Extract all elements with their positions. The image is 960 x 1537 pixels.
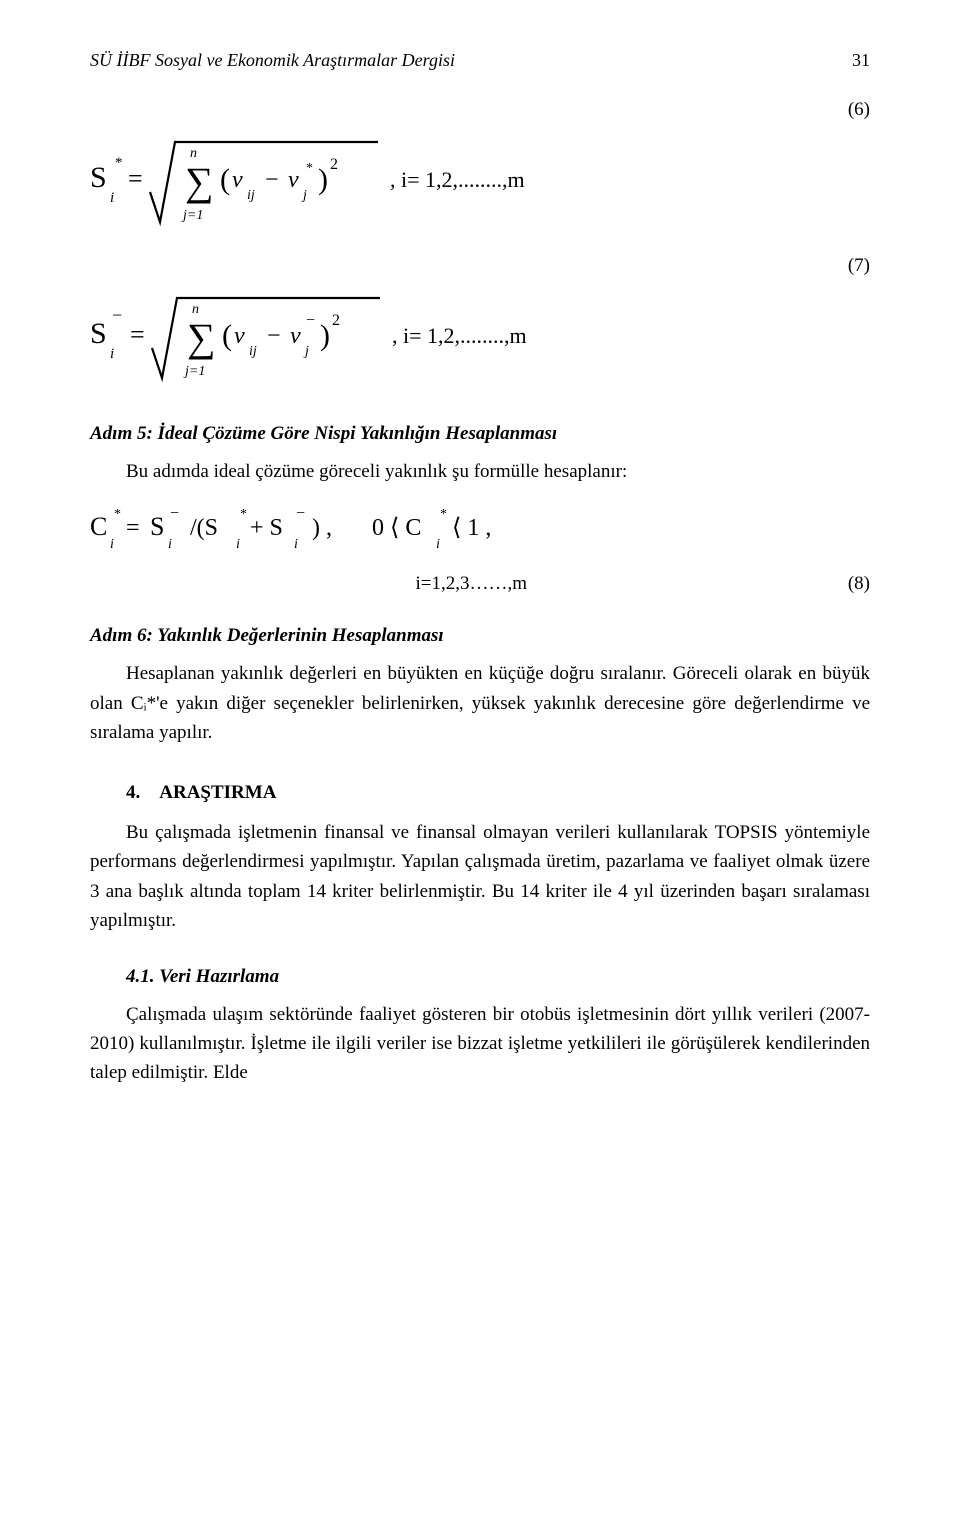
- svg-text:/(S: /(S: [190, 515, 218, 541]
- equation-8-number: (8): [848, 573, 870, 595]
- equation-7-number: (7): [90, 255, 870, 277]
- equation-6-formula: S * i = ∑ n j=1 ( v ij − v * j ) 2 , i= …: [90, 127, 870, 237]
- svg-text:2: 2: [330, 156, 338, 173]
- svg-text:j: j: [301, 188, 307, 203]
- svg-text:2: 2: [332, 312, 340, 329]
- page-number: 31: [852, 50, 870, 71]
- svg-text:v: v: [288, 167, 299, 193]
- svg-text:=: =: [128, 164, 143, 193]
- equation-8-row: . i=1,2,3……,m (8): [90, 573, 870, 595]
- equation-7-formula: S − i = ∑ n j=1 ( v ij − v − j ) 2 , i= …: [90, 283, 870, 393]
- svg-text:C: C: [90, 512, 107, 541]
- svg-text:−: −: [306, 312, 315, 329]
- equation-8-domain: i=1,2,3……,m: [95, 573, 848, 595]
- svg-text:v: v: [232, 167, 243, 193]
- svg-text:⟨ 1 ,: ⟨ 1 ,: [452, 515, 491, 541]
- svg-text:i: i: [436, 537, 440, 552]
- svg-text:*: *: [440, 507, 447, 522]
- svg-text:ij: ij: [247, 188, 255, 203]
- svg-text:ij: ij: [249, 344, 257, 359]
- svg-text:(: (: [220, 163, 230, 196]
- svg-text:−: −: [296, 505, 305, 522]
- svg-text:*: *: [240, 507, 247, 522]
- equation-8-formula: C * i = S − i /(S * i + S − i ) , 0 ⟨ C …: [90, 500, 870, 555]
- svg-text:*: *: [115, 155, 123, 171]
- svg-text:−: −: [112, 305, 122, 325]
- svg-text:i: i: [236, 537, 240, 552]
- section4-paragraph: Bu çalışmada işletmenin finansal ve fina…: [90, 818, 870, 936]
- svg-text:S: S: [90, 161, 107, 194]
- svg-text:=: =: [130, 320, 145, 349]
- step6-title: Adım 6: Yakınlık Değerlerinin Hesaplanma…: [90, 625, 870, 647]
- svg-text:j=1: j=1: [183, 364, 205, 379]
- svg-text:=: =: [126, 515, 140, 541]
- svg-text:∑: ∑: [187, 315, 216, 360]
- svg-text:n: n: [190, 146, 197, 161]
- svg-text:*: *: [114, 507, 121, 522]
- journal-title: SÜ İİBF Sosyal ve Ekonomik Araştırmalar …: [90, 50, 455, 71]
- svg-text:v: v: [234, 323, 245, 349]
- svg-text:−: −: [265, 167, 279, 193]
- svg-text:−: −: [267, 323, 281, 349]
- step5-title: Adım 5: İdeal Çözüme Göre Nispi Yakınlığ…: [90, 423, 870, 445]
- section41-title: 4.1. Veri Hazırlama: [90, 966, 870, 988]
- svg-text:+ S: + S: [250, 515, 283, 541]
- svg-text:∑: ∑: [185, 159, 214, 204]
- equation-6-number: (6): [90, 99, 870, 121]
- section41-paragraph: Çalışmada ulaşım sektöründe faaliyet gös…: [90, 1000, 870, 1088]
- svg-text:i: i: [168, 537, 172, 552]
- step6-paragraph: Hesaplanan yakınlık değerleri en büyükte…: [90, 659, 870, 747]
- svg-text:v: v: [290, 323, 301, 349]
- svg-text:i: i: [110, 346, 114, 362]
- svg-text:i: i: [110, 190, 114, 206]
- svg-text:j: j: [303, 344, 309, 359]
- svg-text:S: S: [90, 317, 107, 350]
- step5-paragraph: Bu adımda ideal çözüme göreceli yakınlık…: [90, 457, 870, 486]
- svg-text:, i= 1,2,........,m: , i= 1,2,........,m: [390, 167, 525, 192]
- svg-text:) ,: ) ,: [312, 515, 332, 541]
- section4-title: 4. ARAŞTIRMA: [90, 782, 870, 804]
- svg-text:n: n: [192, 302, 199, 317]
- svg-text:0 ⟨ C: 0 ⟨ C: [372, 515, 421, 541]
- svg-text:i: i: [110, 537, 114, 552]
- svg-text:j=1: j=1: [181, 208, 203, 223]
- svg-text:, i= 1,2,........,m: , i= 1,2,........,m: [392, 323, 527, 348]
- svg-text:−: −: [170, 505, 179, 522]
- svg-text:): ): [320, 319, 330, 352]
- svg-text:*: *: [306, 161, 313, 176]
- svg-text:(: (: [222, 319, 232, 352]
- svg-text:i: i: [294, 537, 298, 552]
- page-header: SÜ İİBF Sosyal ve Ekonomik Araştırmalar …: [90, 50, 870, 71]
- svg-text:): ): [318, 163, 328, 196]
- svg-text:S: S: [150, 512, 164, 541]
